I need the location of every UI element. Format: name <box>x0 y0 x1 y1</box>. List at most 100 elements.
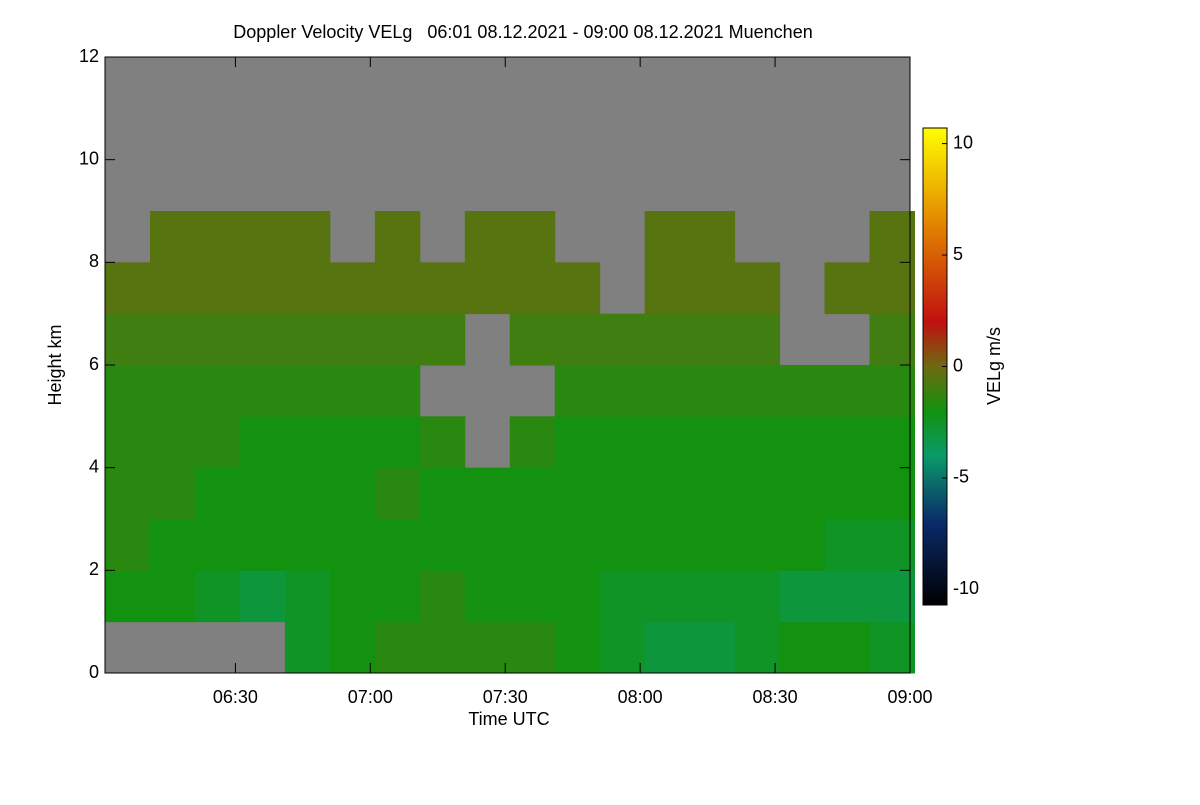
heatmap-cell <box>239 570 286 623</box>
heatmap-cell <box>644 211 691 263</box>
heatmap-cell <box>554 262 601 315</box>
heatmap-cell <box>644 365 691 417</box>
x-tick-label: 06:30 <box>213 687 258 707</box>
heatmap-cell <box>779 416 826 469</box>
heatmap-cell <box>419 467 466 520</box>
heatmap-cell <box>734 467 781 520</box>
heatmap-cell <box>239 467 286 520</box>
y-tick-label: 6 <box>89 354 99 374</box>
heatmap-cell <box>779 570 826 623</box>
heatmap-cell <box>824 416 871 469</box>
heatmap-cell <box>419 262 466 315</box>
heatmap-cell <box>644 570 691 623</box>
heatmap-cell <box>554 313 601 366</box>
y-tick-label: 12 <box>79 46 99 66</box>
heatmap-cell <box>105 416 151 469</box>
heatmap-cell <box>284 621 331 674</box>
heatmap-cell <box>374 519 421 571</box>
heatmap-cell <box>284 570 331 623</box>
heatmap-cell <box>734 519 781 571</box>
heatmap-cell <box>869 416 915 469</box>
heatmap-cell <box>869 262 915 315</box>
heatmap-cell <box>284 211 331 263</box>
heatmap-cell <box>149 467 196 520</box>
heatmap-cell <box>374 467 421 520</box>
heatmap-cell <box>509 416 556 469</box>
heatmap-cell <box>105 467 151 520</box>
heatmap-cell <box>689 621 736 674</box>
heatmap-cell <box>689 416 736 469</box>
heatmap-cell <box>374 365 421 417</box>
heatmap-cell <box>644 416 691 469</box>
heatmap-cell <box>869 313 915 366</box>
heatmap-cell <box>869 467 915 520</box>
heatmap-cell <box>824 467 871 520</box>
heatmap-cell <box>464 211 511 263</box>
heatmap-cell <box>419 313 466 366</box>
heatmap-cell <box>194 519 241 571</box>
heatmap-cell <box>374 416 421 469</box>
heatmap-cell <box>374 211 421 263</box>
heatmap-cell <box>644 313 691 366</box>
heatmap-cell <box>149 262 196 315</box>
heatmap-cell <box>105 313 151 366</box>
heatmap-cell <box>644 519 691 571</box>
heatmap-cell <box>464 467 511 520</box>
heatmap-cell <box>374 262 421 315</box>
heatmap-cell <box>644 262 691 315</box>
heatmap-cell <box>194 416 241 469</box>
heatmap-cell <box>689 570 736 623</box>
y-tick-label: 0 <box>89 662 99 682</box>
heatmap-cell <box>869 519 915 571</box>
heatmap-cell <box>599 621 646 674</box>
heatmap-cell <box>149 519 196 571</box>
heatmap-cell <box>239 211 286 263</box>
heatmap-cell <box>689 467 736 520</box>
heatmap-cell <box>464 570 511 623</box>
heatmap-cell <box>734 621 781 674</box>
heatmap-cell <box>779 467 826 520</box>
colorbar-tick-label: -5 <box>953 467 969 487</box>
heatmap-cell <box>599 519 646 571</box>
heatmap-cell <box>105 365 151 417</box>
y-tick-label: 2 <box>89 559 99 579</box>
heatmap-cell <box>239 416 286 469</box>
heatmap-cell <box>779 365 826 417</box>
heatmap-cell <box>509 467 556 520</box>
heatmap-cell <box>419 519 466 571</box>
heatmap-cell <box>419 416 466 469</box>
heatmap-cell <box>149 313 196 366</box>
heatmap-cell <box>194 467 241 520</box>
heatmap-cell <box>329 570 376 623</box>
heatmap-cell <box>824 262 871 315</box>
heatmap-cell <box>779 621 826 674</box>
heatmap-cell <box>329 519 376 571</box>
heatmap-cell <box>329 313 376 366</box>
heatmap-cell <box>509 519 556 571</box>
heatmap-cell <box>689 313 736 366</box>
heatmap-cell <box>329 621 376 674</box>
heatmap-cell <box>329 416 376 469</box>
heatmap-cell <box>689 211 736 263</box>
heatmap-cell <box>464 621 511 674</box>
x-tick-label: 08:00 <box>618 687 663 707</box>
chart-title: Doppler Velocity VELg 06:01 08.12.2021 -… <box>233 22 812 42</box>
heatmap-cell <box>329 365 376 417</box>
heatmap-cell <box>105 262 151 315</box>
heatmap-cell <box>869 570 915 623</box>
heatmap-cell <box>599 313 646 366</box>
heatmap-cell <box>194 365 241 417</box>
colorbar-tick-label: -10 <box>953 578 979 598</box>
heatmap-cell <box>689 519 736 571</box>
y-axis-label: Height km <box>45 324 65 405</box>
heatmap-cell <box>644 467 691 520</box>
colorbar-tick-label: 5 <box>953 244 963 264</box>
heatmap-cell <box>779 519 826 571</box>
heatmap-cell <box>689 365 736 417</box>
heatmap-cell <box>464 262 511 315</box>
heatmap-cell <box>734 313 781 366</box>
heatmap-cell <box>329 467 376 520</box>
heatmap-cell <box>239 519 286 571</box>
heatmap-cell <box>554 570 601 623</box>
